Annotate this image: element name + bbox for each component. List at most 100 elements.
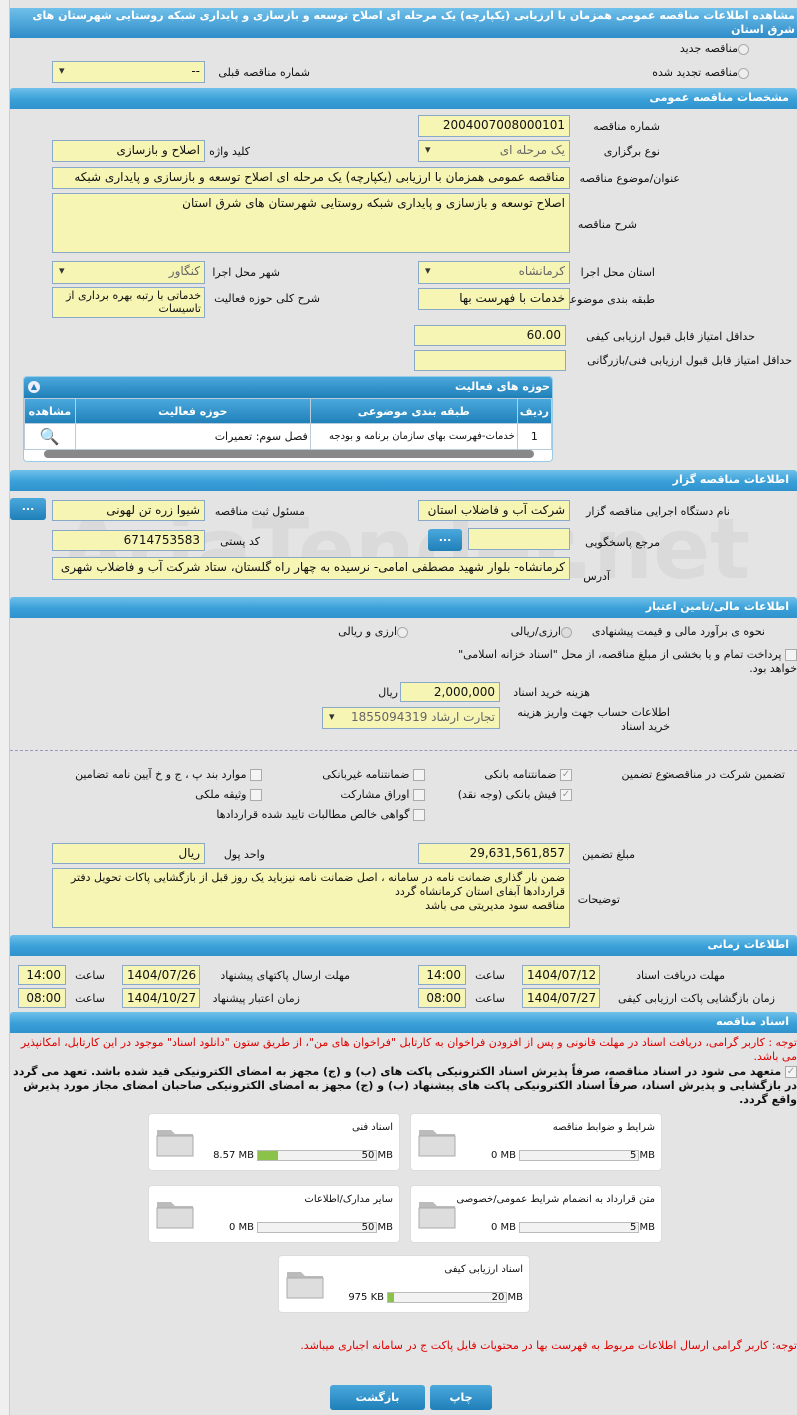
time-label: ساعت (75, 969, 105, 982)
city-select[interactable]: کنگاور (52, 261, 205, 284)
col-field: حوزه فعالیت (74, 398, 311, 424)
doc-deadline-label: مهلت دریافت اسناد (636, 969, 725, 982)
amount-label: مبلغ تضمین (582, 848, 635, 861)
document-size: 8.57 MB (213, 1150, 254, 1161)
open-date[interactable]: 1404/07/27 (522, 988, 600, 1008)
guarantee-option[interactable]: موارد بند پ ، ج و خ آیین نامه تضامین (75, 768, 262, 781)
view-document-icon[interactable]: 🔍 (24, 423, 76, 450)
document-name: شرایط و ضوابط مناقصه (552, 1122, 655, 1133)
prev-number-select[interactable]: -- (52, 61, 205, 83)
document-max-size: 50 MB (361, 1222, 393, 1233)
account-select[interactable]: تجارت ارشاد 1855094319 (322, 707, 500, 729)
document-max-size: 5 MB (629, 1222, 655, 1233)
document-card[interactable]: سایر مدارک/اطلاعات 0 MB 50 MB (148, 1185, 400, 1243)
validity-label: زمان اعتبار پیشنهاد (212, 992, 300, 1005)
submit-time[interactable]: 14:00 (18, 965, 66, 985)
document-card[interactable]: اسناد فنی 8.57 MB 50 MB (148, 1113, 400, 1171)
table-row: 1 خدمات-فهرست بهای سازمان برنامه و بودجه… (24, 423, 552, 450)
page-title: مشاهده اطلاعات مناقصه عمومی همزمان با ار… (10, 8, 797, 38)
submit-date[interactable]: 1404/07/26 (122, 965, 200, 985)
guarantee-option[interactable]: ✓ ضمانتنامه بانکی (484, 768, 572, 781)
folder-icon (418, 1202, 456, 1229)
province-select[interactable]: کرمانشاه (418, 261, 570, 284)
type-select[interactable]: یک مرحله ای (418, 140, 570, 162)
col-view: مشاهده (24, 398, 76, 424)
org-field[interactable]: شرکت آب و فاضلاب استان (418, 500, 570, 521)
validity-time[interactable]: 08:00 (18, 988, 66, 1008)
ref-field[interactable] (468, 528, 570, 550)
unit-field[interactable]: ریال (52, 843, 205, 864)
ref-more-button[interactable]: ... (428, 529, 462, 551)
radio-new-tender[interactable]: مناقصه جدید (680, 42, 749, 55)
validity-date[interactable]: 1404/10/27 (122, 988, 200, 1008)
address-label: آدرس (583, 570, 610, 583)
notes-field[interactable]: ضمن بار گذاری ضمانت نامه در سامانه ، اصل… (52, 868, 570, 928)
cell-category: خدمات-فهرست بهای سازمان برنامه و بودجه (309, 423, 518, 450)
doc-fee-label: هزینه خرید اسناد (513, 686, 590, 699)
treasury-checkbox[interactable]: پرداخت تمام و یا بخشی از مبلغ مناقصه، از… (458, 648, 797, 675)
resp-field[interactable]: شیوا زره تن لهونی (52, 500, 205, 521)
radio-fx-rial[interactable]: ارزی و ریالی (338, 625, 408, 638)
guarantee-option[interactable]: ✓ فیش بانکی (وجه نقد) (457, 788, 572, 801)
resp-more-button[interactable]: ... (10, 498, 46, 520)
tender-number-field[interactable]: 2004007008000101 (418, 115, 570, 137)
radio-rial[interactable]: ارزی/ریالی (511, 625, 572, 638)
address-field[interactable]: کرمانشاه- بلوار شهید مصطفی امامی- نرسیده… (52, 557, 570, 580)
estimate-label: نحوه ی برآورد مالی و قیمت پیشنهادی (591, 625, 765, 638)
keyword-field[interactable]: اصلاح و بازسازی (52, 140, 205, 162)
document-size: 0 MB (490, 1150, 516, 1161)
activity-desc-field[interactable]: خدماتی با رتبه بهره برداری از تاسیسات (52, 287, 205, 318)
activity-desc-label: شرح کلی حوزه فعالیت (214, 292, 320, 305)
province-label: استان محل اجرا (580, 266, 655, 279)
section-timing: اطلاعات زمانی (10, 935, 797, 956)
desc-label: شرح مناقصه (577, 218, 637, 231)
guarantee-option[interactable]: گواهی خالص مطالبات تایید شده قراردادها (216, 808, 425, 821)
guarantee-option[interactable]: وثیقه ملکی (195, 788, 262, 801)
horizontal-scrollbar[interactable] (44, 450, 534, 458)
doc-deadline-date[interactable]: 1404/07/12 (522, 965, 600, 985)
upload-progress (519, 1150, 639, 1161)
subject-field[interactable]: مناقصه عمومی همزمان با ارزیابی (یکپارچه)… (52, 167, 570, 189)
min-quality-label: حداقل امتیاز قابل قبول ارزیابی کیفی (586, 330, 755, 343)
subject-label: عنوان/موضوع مناقصه (579, 172, 680, 185)
ref-label: مرجع پاسخگویی (585, 536, 660, 549)
resp-label: مسئول ثبت مناقصه (214, 505, 305, 518)
doc-fee-currency: ریال (378, 686, 398, 699)
amount-field[interactable]: 29,631,561,857 (418, 843, 570, 864)
unit-label: واحد پول (223, 848, 265, 861)
category-field[interactable]: خدمات با فهرست بها (418, 288, 570, 310)
collapse-icon[interactable]: ▲ (28, 381, 40, 393)
number-label: شماره مناقصه (593, 120, 660, 133)
document-card[interactable]: شرایط و ضوابط مناقصه 0 MB 5 MB (410, 1113, 662, 1171)
document-card[interactable]: متن قرارداد به انضمام شرایط عمومی/خصوصی … (410, 1185, 662, 1243)
folder-icon (156, 1130, 194, 1157)
guarantee-option[interactable]: اوراق مشارکت (340, 788, 425, 801)
postal-label: کد پستی (220, 535, 260, 548)
radio-renewed-tender[interactable]: مناقصه تجدید شده (652, 66, 749, 79)
divider (10, 750, 797, 751)
section-organizer: اطلاعات مناقصه گزار (10, 470, 797, 491)
desc-field[interactable]: اصلاح توسعه و بازسازی و پایداری شبکه روس… (52, 193, 570, 253)
document-name: متن قرارداد به انضمام شرایط عمومی/خصوصی (456, 1194, 655, 1205)
open-label: زمان بازگشایی پاکت ارزیابی کیفی (617, 992, 775, 1005)
upload-progress (257, 1222, 377, 1233)
min-quality-field[interactable]: 60.00 (414, 325, 566, 346)
guarantee-label: تضمین شرکت در مناقصه: (665, 768, 785, 781)
guarantee-option[interactable]: ضمانتنامه غیربانکی (322, 768, 425, 781)
postal-field[interactable]: 6714753583 (52, 530, 205, 551)
min-tech-field[interactable] (414, 350, 566, 371)
document-card[interactable]: اسناد ارزیابی کیفی 975 KB 20 MB (278, 1255, 530, 1313)
print-button[interactable]: چاپ (430, 1385, 492, 1410)
min-tech-label: حداقل امتیاز قابل قبول ارزیابی فنی/بازرگ… (587, 354, 792, 367)
commitment-checkbox[interactable]: ✓ متعهد می شود در اسناد مناقصه، صرفاً پذ… (13, 1065, 797, 1106)
back-button[interactable]: بازگشت (330, 1385, 425, 1410)
keyword-label: کلید واژه (209, 145, 250, 158)
document-max-size: 5 MB (629, 1150, 655, 1161)
org-label: نام دستگاه اجرایی مناقصه گزار (586, 505, 730, 518)
section-docs: اسناد مناقصه (10, 1012, 797, 1033)
doc-fee-field[interactable]: 2,000,000 (400, 682, 500, 702)
open-time[interactable]: 08:00 (418, 988, 466, 1008)
category-label: طبقه بندی موضوعی (561, 293, 655, 306)
cell-field: فصل سوم: تعمیرات (74, 423, 311, 450)
doc-deadline-time[interactable]: 14:00 (418, 965, 466, 985)
